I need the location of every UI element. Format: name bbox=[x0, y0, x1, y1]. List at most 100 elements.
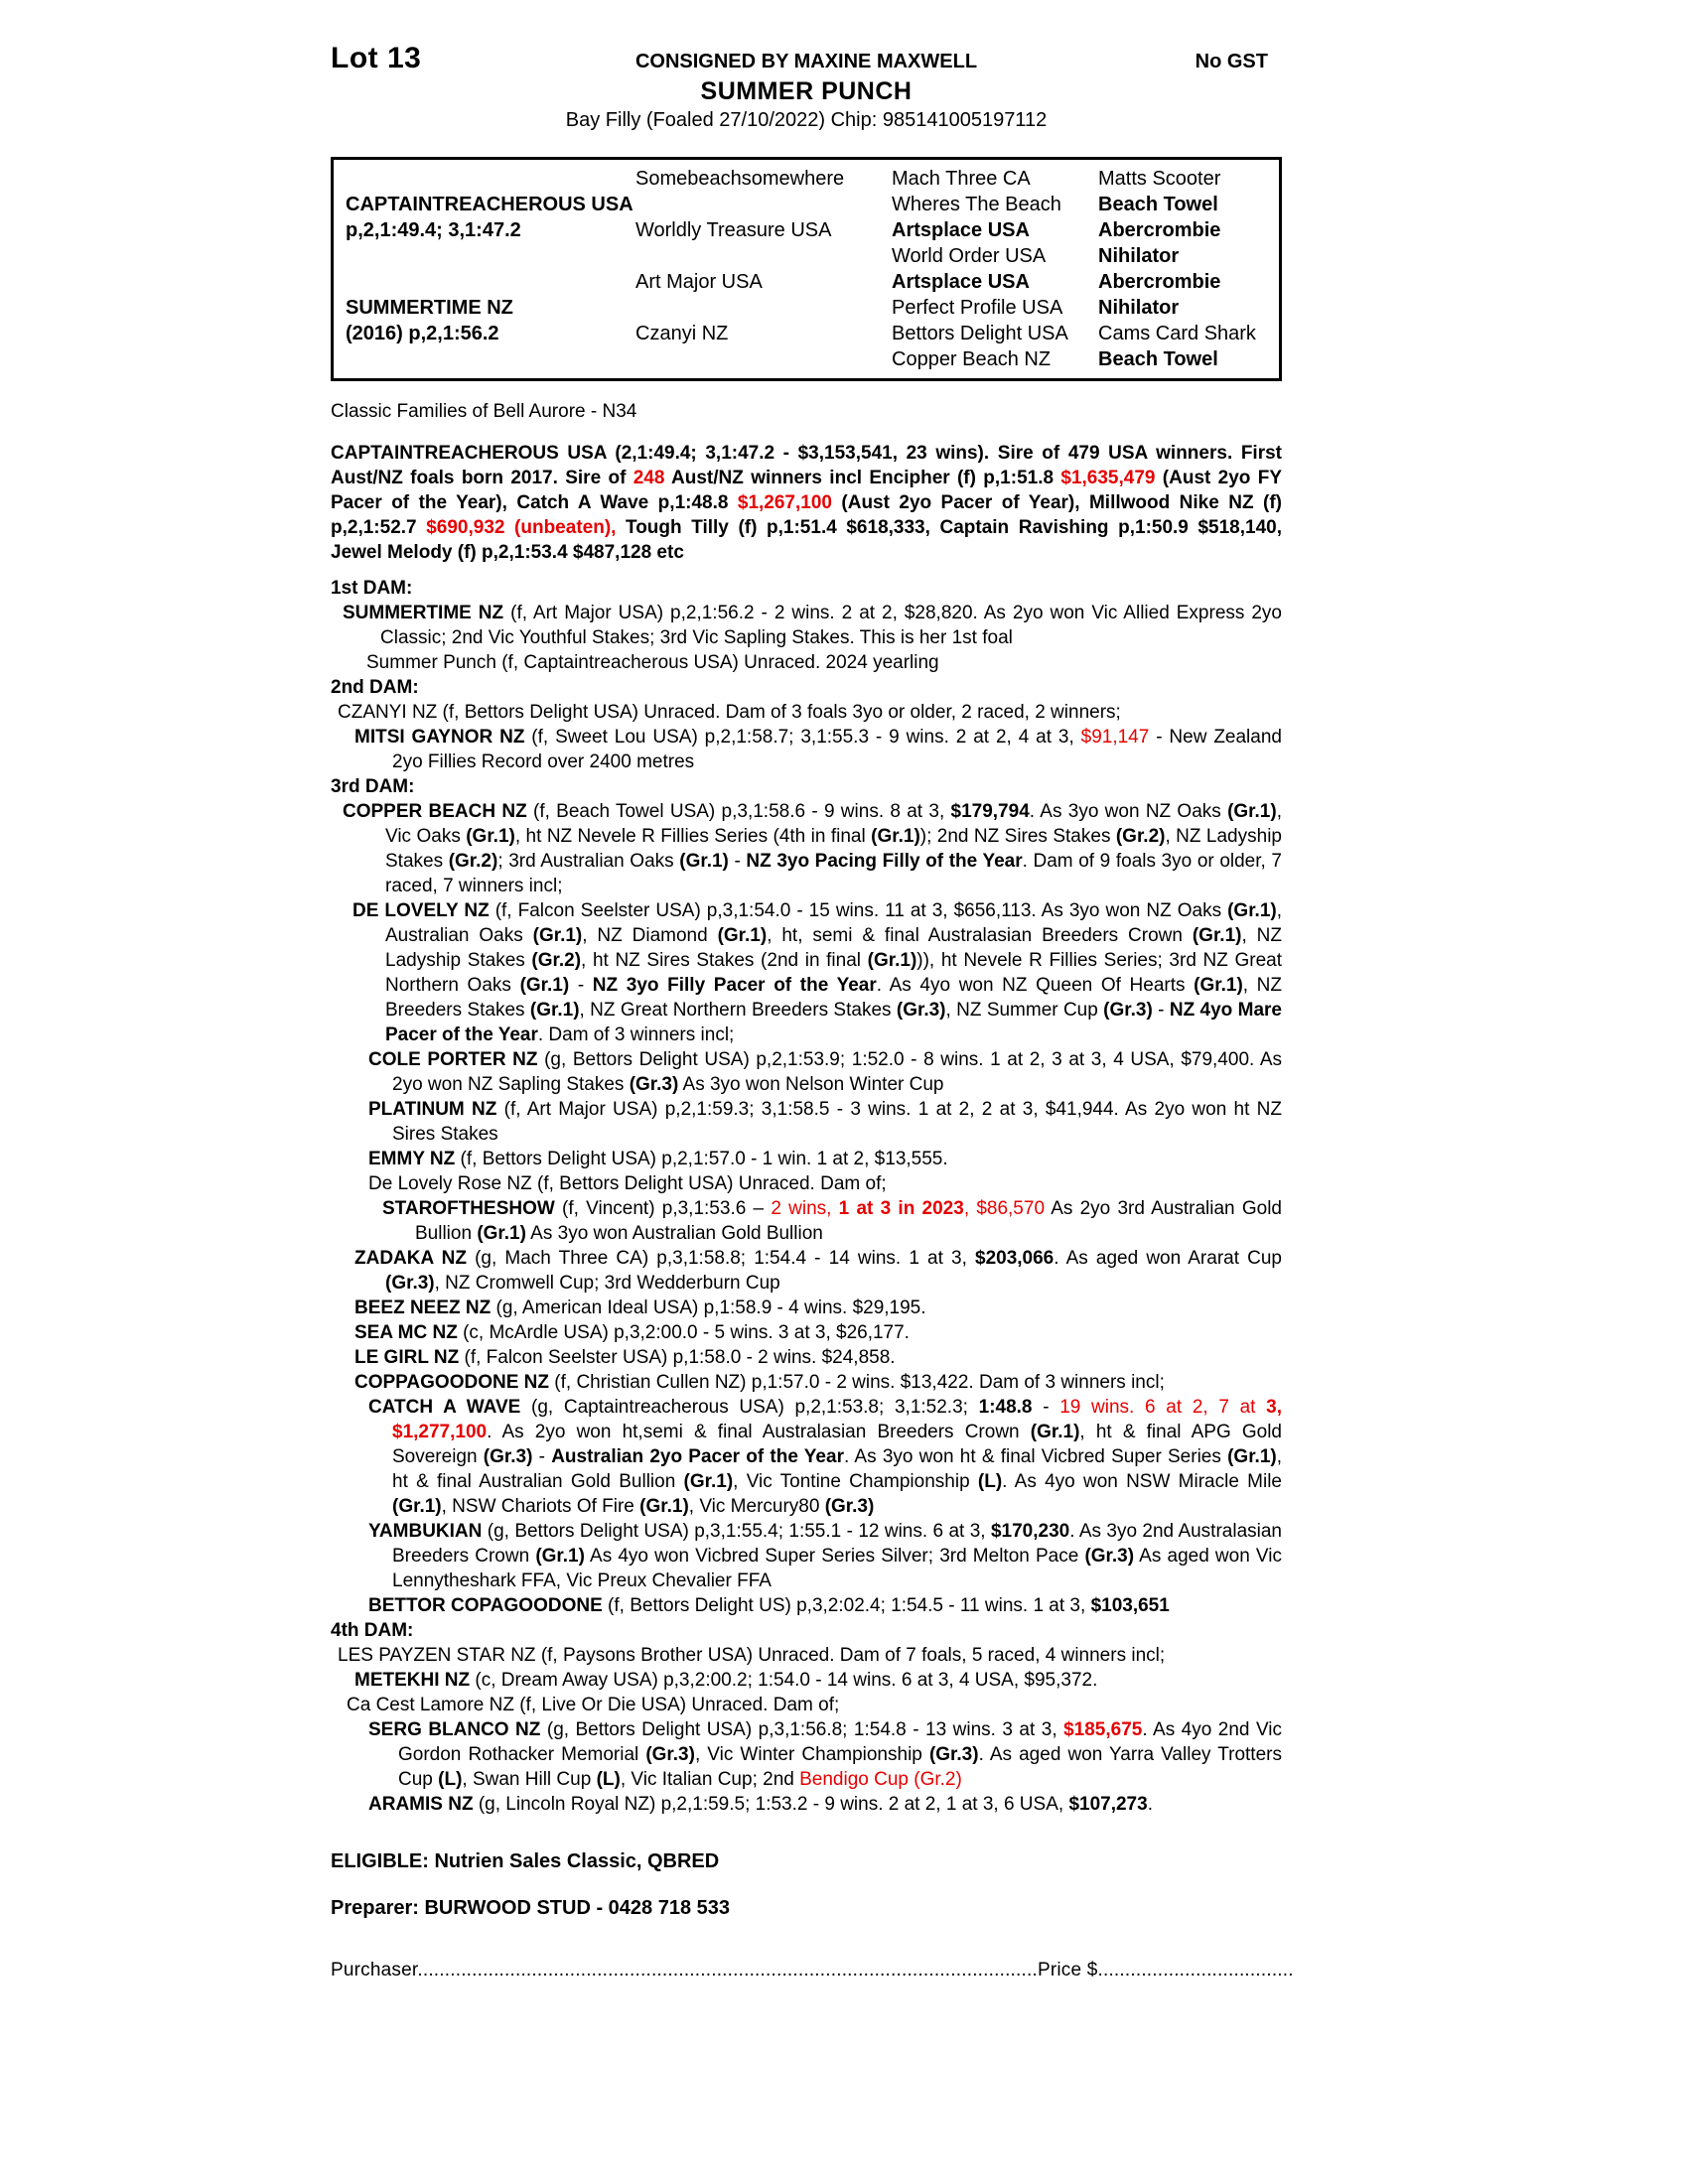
text-run: (g, Captaintreacherous USA) p,2,1:53.8; … bbox=[520, 1397, 979, 1418]
text-run: COPPAGOODONE NZ bbox=[354, 1372, 549, 1393]
pedigree-entry: SEA MC NZ (c, McArdle USA) p,3,2:00.0 - … bbox=[331, 1320, 1282, 1345]
text-run: METEKHI NZ bbox=[354, 1670, 471, 1691]
header-row: Lot 13 CONSIGNED BY MAXINE MAXWELL No GS… bbox=[331, 42, 1282, 75]
text-run: (f, Beach Towel USA) p,3,1:58.6 - 9 wins… bbox=[526, 801, 951, 822]
red-text-run: 19 wins. 6 at 2, 7 at bbox=[1059, 1397, 1267, 1418]
text-run: (Gr.1) bbox=[1227, 900, 1277, 921]
text-run: YAMBUKIAN bbox=[368, 1521, 483, 1542]
text-run: (f, Sweet Lou USA) p,2,1:58.7; 3,1:55.3 … bbox=[524, 727, 1081, 748]
text-run: (Gr.3) bbox=[896, 1000, 946, 1021]
horse-name: SUMMER PUNCH bbox=[700, 77, 913, 105]
text-run: MITSI GAYNOR NZ bbox=[354, 727, 525, 748]
text-run: (g, Mach Three CA) p,3,1:58.8; 1:54.4 - … bbox=[466, 1248, 975, 1269]
pedigree-entry: BEEZ NEEZ NZ (g, American Ideal USA) p,1… bbox=[331, 1296, 1282, 1320]
text-run: - New Zealand 2yo Fillies Record over 24… bbox=[392, 727, 1282, 772]
text-run: . As 4yo won NZ Queen Of Hearts bbox=[876, 975, 1195, 996]
text-run: $203,066 bbox=[975, 1248, 1055, 1269]
text-run: (Gr.1) bbox=[529, 1000, 580, 1021]
text-run: , Vic Tontine Championship bbox=[733, 1471, 978, 1492]
text-run: SEA MC NZ bbox=[354, 1322, 458, 1343]
text-run: NZ 3yo Pacing Filly of the Year bbox=[746, 851, 1023, 872]
pedigree-cell: SUMMERTIME NZ bbox=[346, 297, 513, 319]
text-run: (Gr.1) bbox=[679, 851, 729, 872]
pedigree-cell: Nihilator bbox=[1098, 245, 1180, 267]
text-run: . As 3yo won NZ Oaks bbox=[1029, 801, 1228, 822]
pedigree-cell: Czanyi NZ bbox=[635, 323, 729, 344]
horse-description: Bay Filly (Foaled 27/10/2022) Chip: 9851… bbox=[565, 109, 1048, 131]
text-run: (Gr.1) bbox=[535, 1546, 585, 1567]
text-run: , NZ Summer Cup bbox=[945, 1000, 1104, 1021]
text-run: BEEZ NEEZ NZ bbox=[354, 1297, 492, 1318]
text-run: SUMMERTIME NZ bbox=[343, 603, 504, 623]
pedigree-entry: COLE PORTER NZ (g, Bettors Delight USA) … bbox=[331, 1047, 1282, 1097]
pedigree-cell: Artsplace USA bbox=[892, 219, 1030, 241]
text-run: (Gr.1) bbox=[1227, 1446, 1277, 1467]
section-heading: 2nd DAM: bbox=[331, 677, 419, 698]
text-run: 1:48.8 bbox=[978, 1397, 1033, 1418]
pedigree-row: Art Major USA Artsplace USA Abercrombie bbox=[346, 269, 1279, 295]
text-run: (Gr.1) bbox=[717, 925, 768, 946]
pedigree-entry: DE LOVELY NZ (f, Falcon Seelster USA) p,… bbox=[331, 898, 1282, 1047]
red-text-run: $1,267,100 bbox=[737, 492, 832, 513]
text-run: , ht NZ Nevele R Fillies Series (4th in … bbox=[514, 826, 872, 847]
text-run: (Gr.3) bbox=[1103, 1000, 1153, 1021]
text-run: Aust/NZ winners incl Encipher (f) p,1:51… bbox=[664, 468, 1061, 488]
price-label: Price $ bbox=[1037, 1960, 1098, 1980]
purchaser-label: Purchaser bbox=[331, 1960, 418, 1980]
pedigree-details: CAPTAINTREACHEROUS USA (2,1:49.4; 3,1:47… bbox=[331, 441, 1282, 1817]
text-run: (g, American Ideal USA) p,1:58.9 - 4 win… bbox=[491, 1297, 926, 1318]
red-text-run: 3, $1,277,100 bbox=[392, 1397, 1283, 1442]
text-run: (Gr.1) bbox=[477, 1223, 526, 1244]
pedigree-cell: Abercrombie bbox=[1098, 219, 1221, 241]
dam-section: 3rd DAM: COPPER BEACH NZ (f, Beach Towel … bbox=[331, 774, 1282, 1618]
text-run: CATCH A WAVE bbox=[368, 1397, 521, 1418]
pedigree-row: p,2,1:49.4; 3,1:47.2 Worldly Treasure USA… bbox=[346, 217, 1279, 243]
text-run: (Gr.1) bbox=[1192, 925, 1242, 946]
eligible-line: ELIGIBLE: Nutrien Sales Classic, QBRED bbox=[331, 1850, 720, 1872]
red-text-run: 2 wins, bbox=[771, 1198, 839, 1219]
text-run: . As aged won Yarra Valley Trotters Cup bbox=[398, 1744, 1282, 1790]
pedigree-cell: Artsplace USA bbox=[892, 271, 1030, 293]
text-run: (Gr.3) bbox=[385, 1273, 435, 1294]
text-run: , NZ Great Northern Breeders Stakes bbox=[579, 1000, 897, 1021]
dam-section: 2nd DAM: CZANYI NZ (f, Bettors Delight US… bbox=[331, 675, 1282, 774]
text-run: $170,230 bbox=[990, 1521, 1070, 1542]
pedigree-entry: MITSI GAYNOR NZ (f, Sweet Lou USA) p,2,1… bbox=[331, 725, 1282, 774]
pedigree-table: Somebeachsomewhere Mach Three CA Matts Sco… bbox=[331, 157, 1282, 381]
text-run: . As 3yo won ht & final Vicbred Super Se… bbox=[843, 1446, 1228, 1467]
text-run: , NZ Breeders Stakes bbox=[385, 975, 1283, 1021]
text-run: BETTOR COPAGOODONE bbox=[368, 1595, 603, 1616]
text-run: (Gr.1) bbox=[683, 1471, 734, 1492]
text-run: )), ht Nevele R Fillies Series; 3rd NZ G… bbox=[385, 950, 1282, 996]
text-run: LES PAYZEN STAR NZ (f, Paysons Brother U… bbox=[338, 1645, 1166, 1666]
text-run: (Gr.3) bbox=[629, 1074, 679, 1095]
purchaser-dots: ........................................… bbox=[417, 1960, 1038, 1980]
pedigree-entry: CAPTAINTREACHEROUS USA (2,1:49.4; 3,1:47… bbox=[331, 441, 1282, 565]
red-text-run: 1 at 3 in 2023 bbox=[838, 1198, 964, 1219]
pedigree-entry: BETTOR COPAGOODONE (f, Bettors Delight U… bbox=[331, 1593, 1282, 1618]
text-run: , ht & final APG Gold Sovereign bbox=[392, 1422, 1283, 1467]
pedigree-entry: ARAMIS NZ (g, Lincoln Royal NZ) p,2,1:59… bbox=[331, 1792, 1282, 1817]
pedigree-cell: Nihilator bbox=[1098, 297, 1180, 319]
text-run: - bbox=[1032, 1397, 1060, 1418]
pedigree-entry: SUMMERTIME NZ (f, Art Major USA) p,2,1:5… bbox=[331, 601, 1282, 650]
text-run: (Gr.1) bbox=[532, 925, 583, 946]
pedigree-cell: Beach Towel bbox=[1098, 348, 1218, 370]
pedigree-cell: CAPTAINTREACHEROUS USA bbox=[346, 194, 633, 215]
red-text-run: $185,675 bbox=[1063, 1719, 1143, 1740]
pedigree-cell: Matts Scooter bbox=[1098, 168, 1221, 190]
pedigree-entry: METEKHI NZ (c, Dream Away USA) p,3,2:00.… bbox=[331, 1668, 1282, 1693]
text-run: ); 2nd NZ Sires Stakes bbox=[919, 826, 1116, 847]
pedigree-cell: World Order USA bbox=[892, 245, 1047, 267]
pedigree-entry: Ca Cest Lamore NZ (f, Live Or Die USA) U… bbox=[331, 1693, 1282, 1717]
pedigree-entry: LES PAYZEN STAR NZ (f, Paysons Brother U… bbox=[331, 1643, 1282, 1668]
section-heading: 4th DAM: bbox=[331, 1620, 414, 1641]
text-run: (Gr.1) bbox=[519, 975, 570, 996]
text-run: NZ 4yo Mare Pacer of the Year bbox=[385, 1000, 1282, 1045]
text-run: - bbox=[1152, 1000, 1170, 1021]
text-run: (g, Bettors Delight USA) p,2,1:53.9; 1:5… bbox=[392, 1049, 1283, 1095]
text-run: COLE PORTER NZ bbox=[368, 1049, 538, 1070]
pedigree-entry: Summer Punch (f, Captaintreacherous USA)… bbox=[331, 650, 1282, 675]
pedigree-entry: COPPER BEACH NZ (f, Beach Towel USA) p,3… bbox=[331, 799, 1282, 898]
text-run: $107,273 bbox=[1068, 1794, 1148, 1815]
